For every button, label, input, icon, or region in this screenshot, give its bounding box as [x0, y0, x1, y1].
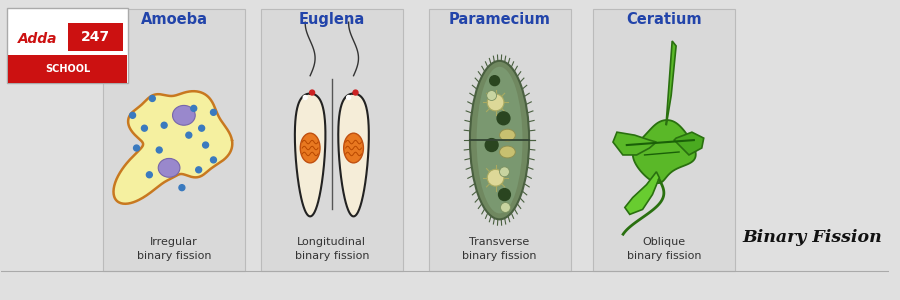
- Text: Paramecium: Paramecium: [448, 12, 551, 27]
- Circle shape: [157, 147, 162, 153]
- Text: Adda: Adda: [18, 32, 58, 46]
- Circle shape: [179, 185, 184, 191]
- Text: Amoeba: Amoeba: [140, 12, 208, 27]
- Circle shape: [141, 125, 148, 131]
- Text: Euglena: Euglena: [299, 12, 365, 27]
- Circle shape: [353, 90, 358, 95]
- Circle shape: [499, 189, 510, 200]
- Circle shape: [500, 202, 510, 212]
- Circle shape: [211, 157, 216, 163]
- Ellipse shape: [301, 133, 320, 163]
- Circle shape: [130, 112, 136, 118]
- Text: Ceratium: Ceratium: [626, 12, 702, 27]
- Circle shape: [485, 139, 498, 152]
- Circle shape: [310, 90, 315, 95]
- Circle shape: [487, 94, 504, 111]
- Circle shape: [191, 105, 197, 111]
- Circle shape: [133, 145, 140, 151]
- Polygon shape: [674, 132, 704, 155]
- Polygon shape: [113, 91, 232, 204]
- Ellipse shape: [477, 67, 523, 213]
- Bar: [68, 23, 122, 51]
- Circle shape: [346, 95, 351, 100]
- Circle shape: [211, 110, 216, 115]
- FancyBboxPatch shape: [593, 9, 735, 271]
- Polygon shape: [613, 132, 656, 155]
- Ellipse shape: [470, 61, 529, 219]
- Circle shape: [497, 112, 510, 125]
- Circle shape: [487, 91, 497, 100]
- Text: SCHOOL: SCHOOL: [45, 64, 90, 74]
- Circle shape: [161, 122, 167, 128]
- Circle shape: [303, 95, 307, 100]
- Bar: [8, 55, 127, 82]
- FancyBboxPatch shape: [428, 9, 571, 271]
- Text: 247: 247: [81, 30, 110, 44]
- Circle shape: [195, 167, 202, 173]
- Circle shape: [202, 142, 209, 148]
- Ellipse shape: [344, 133, 364, 163]
- Text: Transverse
binary fission: Transverse binary fission: [463, 238, 536, 261]
- Circle shape: [149, 95, 156, 101]
- Polygon shape: [295, 94, 326, 216]
- Text: Longitudinal
binary fission: Longitudinal binary fission: [294, 238, 369, 261]
- FancyBboxPatch shape: [7, 8, 128, 83]
- Text: Binary Fission: Binary Fission: [742, 229, 882, 246]
- Text: Oblique
binary fission: Oblique binary fission: [627, 238, 701, 261]
- Ellipse shape: [500, 129, 516, 141]
- Circle shape: [487, 169, 504, 186]
- Circle shape: [147, 172, 152, 178]
- FancyBboxPatch shape: [103, 9, 245, 271]
- Circle shape: [186, 132, 192, 138]
- FancyBboxPatch shape: [261, 9, 403, 271]
- Circle shape: [199, 125, 204, 131]
- Ellipse shape: [158, 158, 180, 177]
- Polygon shape: [666, 41, 676, 125]
- Ellipse shape: [500, 146, 516, 158]
- Ellipse shape: [173, 105, 195, 125]
- Circle shape: [490, 76, 500, 85]
- Circle shape: [500, 167, 509, 177]
- Text: Irregular
binary fission: Irregular binary fission: [137, 238, 211, 261]
- Polygon shape: [625, 172, 660, 214]
- Polygon shape: [633, 120, 696, 183]
- Polygon shape: [338, 94, 369, 216]
